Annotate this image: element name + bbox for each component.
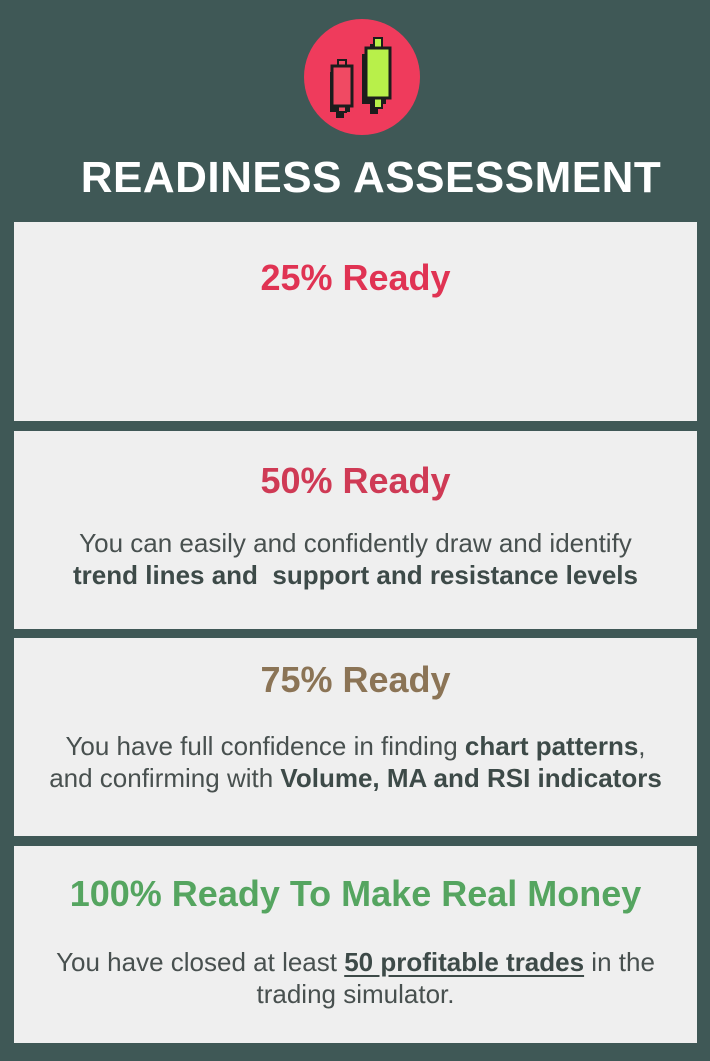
level-title: 100% Ready To Make Real Money	[69, 873, 642, 914]
description-text: You have closed at least	[56, 947, 345, 977]
description-bold: Volume, MA and RSI indicators	[280, 763, 662, 793]
description-bold: trend lines and support and resistance l…	[73, 560, 638, 590]
level-title: 25% Ready	[260, 257, 451, 298]
level-description: You have full confidence in finding char…	[14, 730, 697, 794]
level-title: 75% Ready	[260, 659, 451, 700]
description-text: and confirming with	[49, 763, 281, 793]
description-text: You have full confidence in finding	[65, 731, 465, 761]
description-bold-underlined: 50 profitable trades	[344, 947, 585, 977]
description-text: ,	[638, 731, 646, 761]
description-bold: chart patterns	[464, 731, 639, 761]
readiness-card-100: 100% Ready To Make Real Money You have c…	[14, 846, 697, 1043]
candlestick-logo-icon	[304, 19, 420, 135]
readiness-card-75: 75% Ready You have full confidence in fi…	[14, 638, 697, 836]
description-text: You can easily and confidently draw and …	[79, 528, 632, 558]
green-candle-icon	[362, 37, 392, 114]
level-description: You can easily and confidently draw and …	[14, 527, 697, 591]
level-description: You have closed at least 50 profitable t…	[14, 946, 697, 1010]
description-text: trading simulator.	[256, 979, 455, 1009]
page-title: READINESS ASSESSMENT	[80, 153, 662, 202]
red-candle-icon	[330, 59, 354, 118]
level-title: 50% Ready	[260, 460, 451, 501]
readiness-card-25: 25% Ready You have completed all the les…	[14, 222, 697, 612]
description-text: in the	[584, 947, 655, 977]
readiness-card-50: 50% Ready You can easily and confidently…	[14, 431, 697, 629]
